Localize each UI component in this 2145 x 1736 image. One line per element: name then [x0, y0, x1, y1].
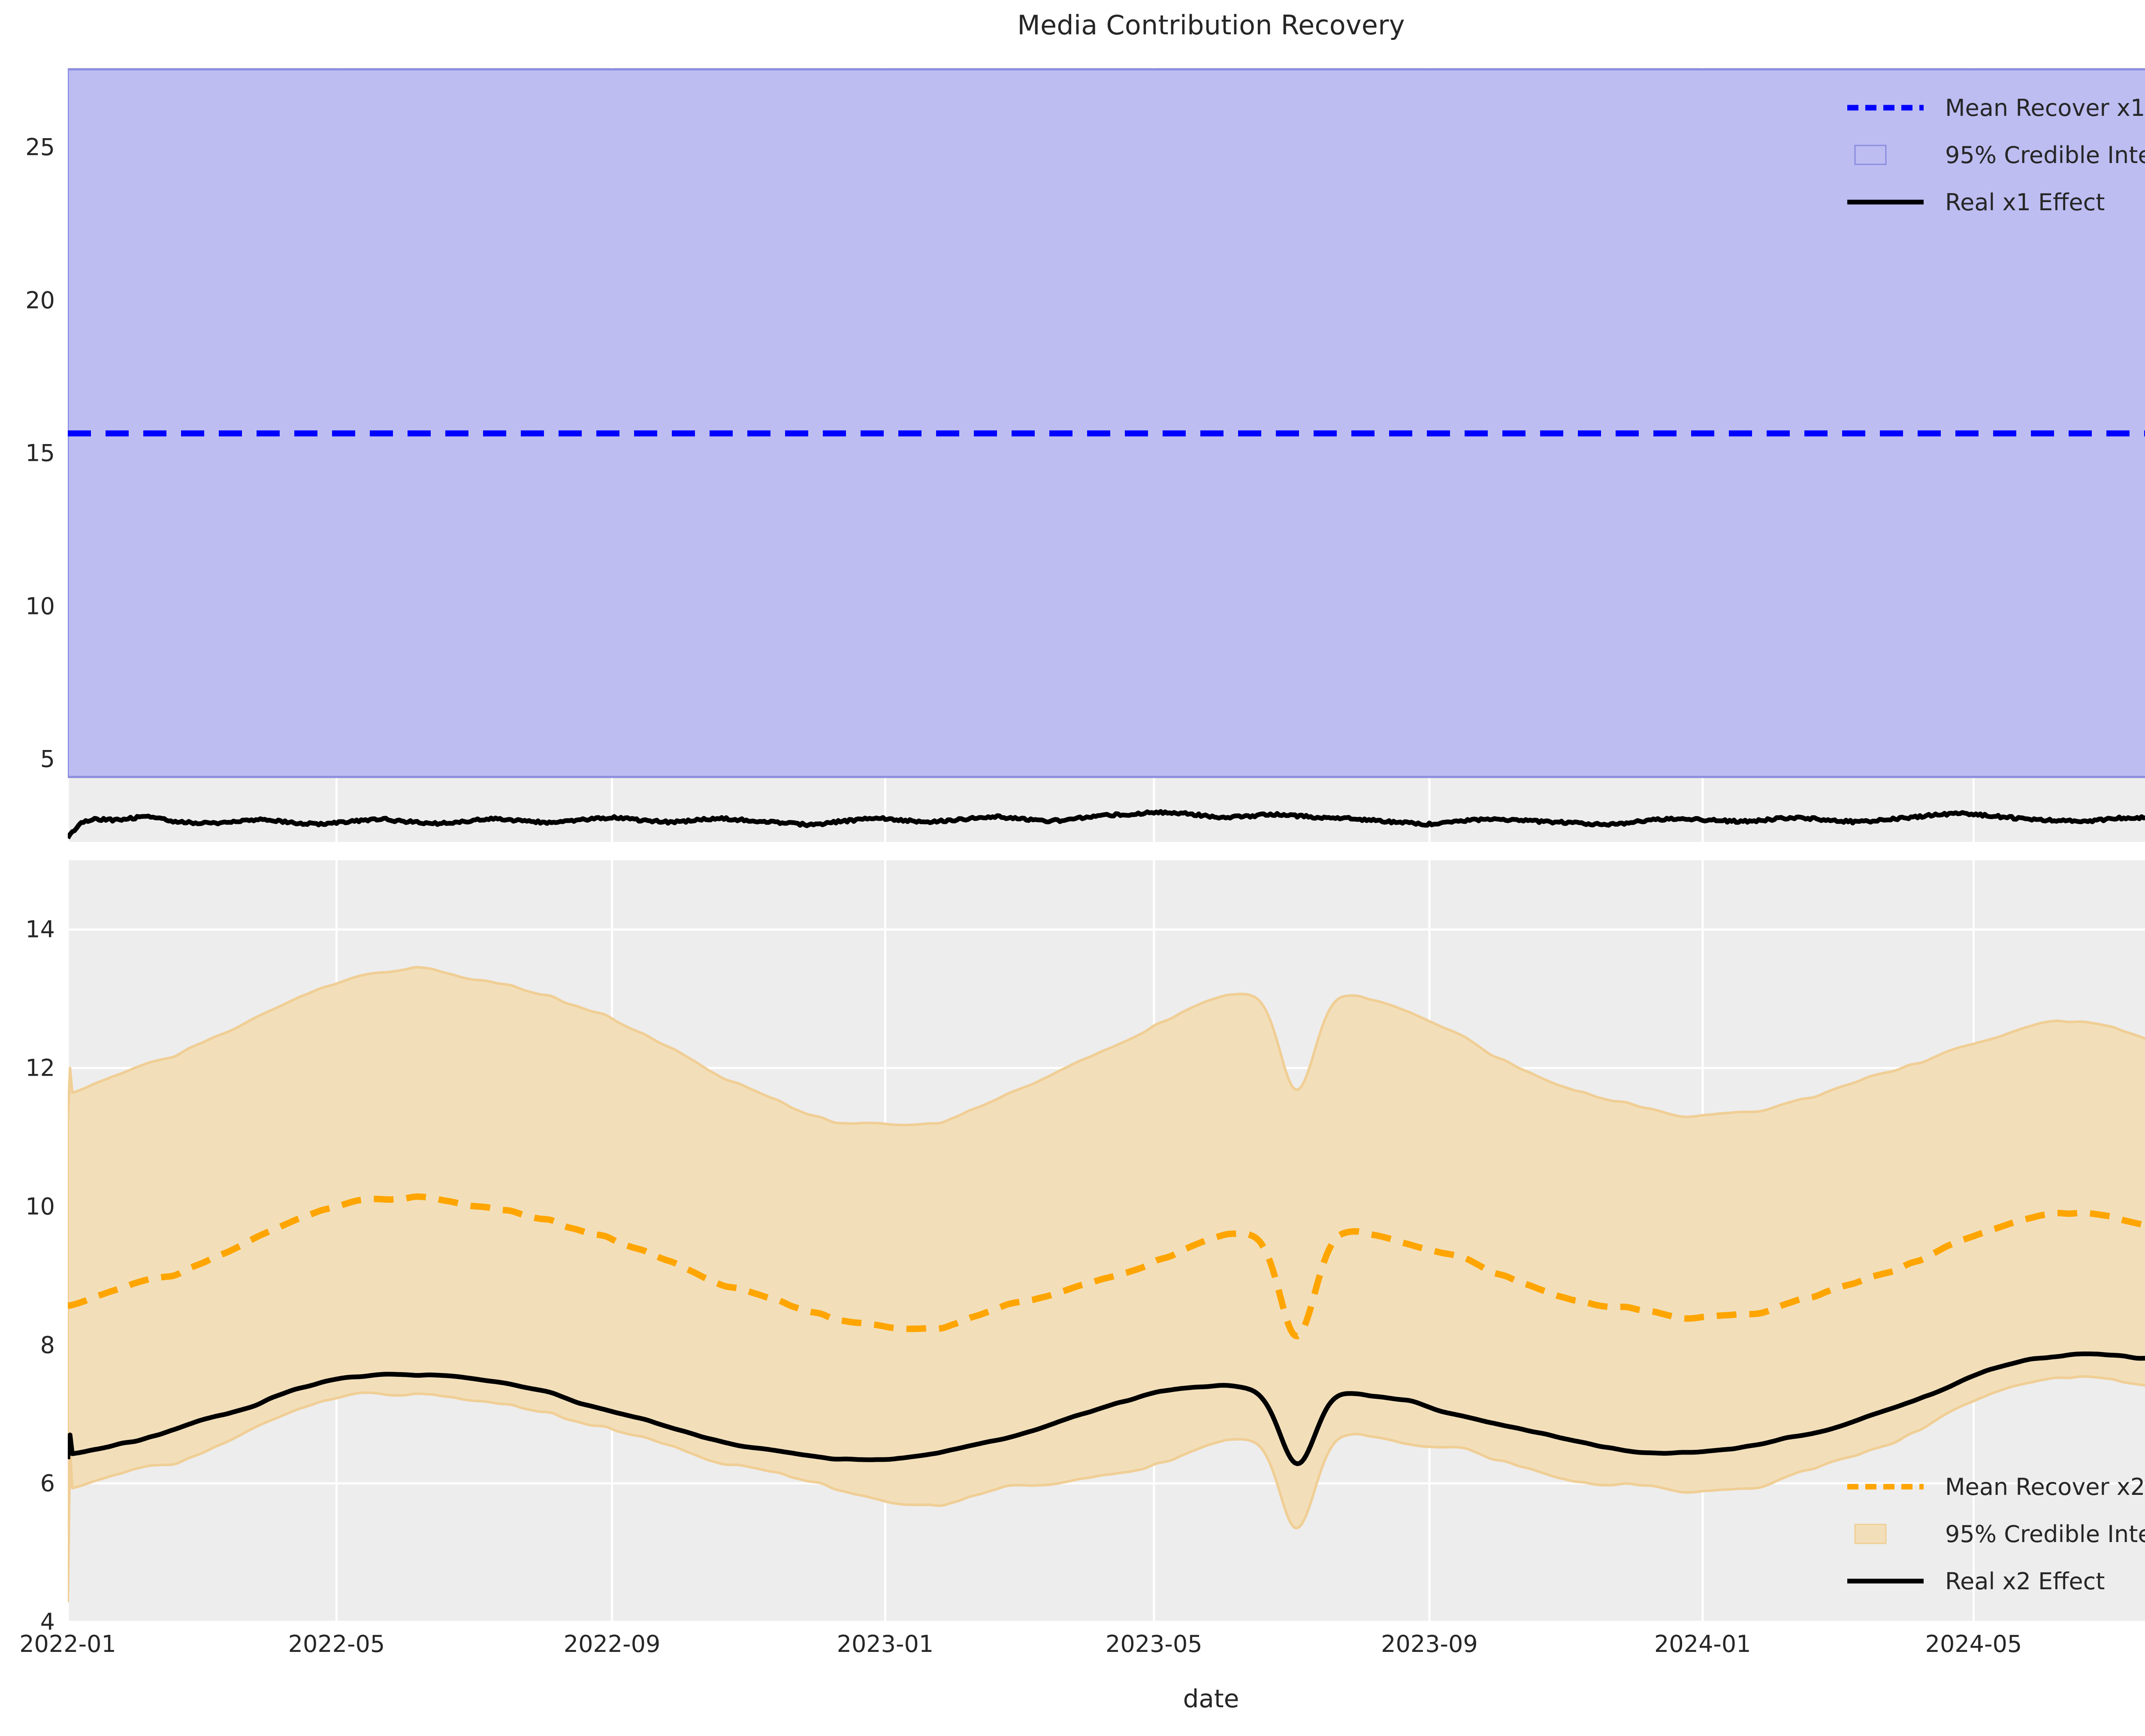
y-tick-label: 20 [25, 287, 55, 314]
dashed-line-icon [1845, 1474, 1926, 1500]
legend-item[interactable]: Real x2 Effect [1845, 1558, 2145, 1605]
legend-item[interactable]: 95% Credible Interval [1845, 1510, 2145, 1558]
y-tick-label: 6 [40, 1470, 55, 1497]
x-tick-label: 2023-05 [1106, 1630, 1202, 1657]
x-tick-label: 2024-05 [1925, 1630, 2022, 1657]
legend-label: Real x2 Effect [1945, 1567, 2105, 1595]
patch-icon [1845, 142, 1926, 168]
y-axis-x1: 5 10 15 20 25 [0, 68, 55, 842]
legend-item[interactable]: Real x1 Effect [1845, 178, 2145, 226]
y-tick-label: 15 [25, 439, 55, 467]
legend-item[interactable]: Mean Recover x2 Effect [1845, 1463, 2145, 1510]
x-tick-label: 2022-05 [288, 1630, 385, 1657]
x-tick-label: 2024-01 [1654, 1630, 1751, 1657]
solid-line-icon [1845, 189, 1926, 215]
dashed-line-icon [1845, 95, 1926, 121]
panel-x2 [68, 860, 2145, 1622]
legend-label: Real x1 Effect [1945, 188, 2105, 216]
legend-x1: Mean Recover x1 Effect 95% Credible Inter… [1845, 84, 2145, 226]
x-axis-label: date [1183, 1684, 1239, 1713]
x-tick-label: 2023-09 [1381, 1630, 1478, 1657]
plot-area-x1 [68, 68, 2145, 842]
y-tick-label: 12 [25, 1054, 55, 1082]
y-tick-label: 14 [25, 916, 55, 943]
x-tick-label: 2022-01 [19, 1630, 116, 1657]
legend-item[interactable]: Mean Recover x1 Effect [1845, 84, 2145, 131]
y-tick-label: 25 [25, 133, 55, 161]
legend-label: Mean Recover x2 Effect [1945, 1473, 2145, 1500]
legend-item[interactable]: 95% Credible Interval [1845, 131, 2145, 178]
y-tick-label: 4 [40, 1608, 55, 1636]
patch-icon [1845, 1521, 1926, 1547]
y-tick-label: 8 [40, 1331, 55, 1359]
legend-label: Mean Recover x1 Effect [1945, 94, 2145, 121]
y-tick-label: 10 [25, 593, 55, 620]
x-tick-label: 2023-01 [837, 1630, 934, 1657]
legend-x2: Mean Recover x2 Effect 95% Credible Inter… [1845, 1463, 2145, 1605]
y-tick-label: 10 [25, 1193, 55, 1220]
legend-label: 95% Credible Interval [1945, 1520, 2145, 1548]
x-tick-label: 2022-09 [563, 1630, 661, 1657]
y-axis-x2: 4 6 8 10 12 14 [0, 860, 55, 1636]
solid-line-icon [1845, 1568, 1926, 1594]
plot-area-x2 [68, 860, 2145, 1622]
legend-label: 95% Credible Interval [1945, 141, 2145, 169]
panel-x1 [68, 68, 2145, 842]
page-title: Media Contribution Recovery [1017, 9, 1405, 41]
y-tick-label: 5 [40, 745, 55, 773]
